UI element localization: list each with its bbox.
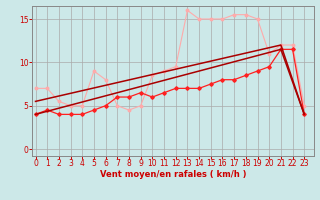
X-axis label: Vent moyen/en rafales ( km/h ): Vent moyen/en rafales ( km/h ) [100,170,246,179]
